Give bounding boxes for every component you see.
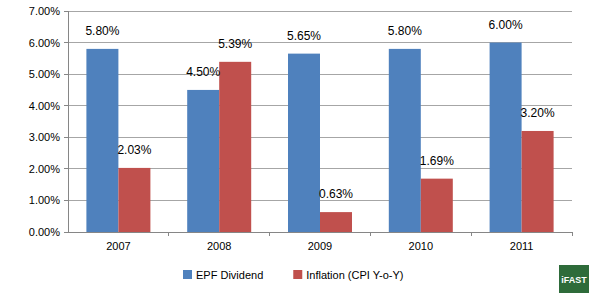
chart: 0.00% 1.00% 2.00% 3.00% 4.00% 5.00% 6.00% 7.00%… [0, 0, 597, 300]
x-tick-mark [269, 232, 270, 236]
x-tick-label: 2010 [409, 240, 433, 252]
y-axis [68, 11, 69, 232]
grid-line [68, 232, 572, 233]
y-tick-label: 5.00% [29, 68, 60, 80]
y-tick-label: 4.00% [29, 100, 60, 112]
data-labels: 5.80% 2.03% 4.50% 5.39% 5.65% 0.63% 5.80% 1.69%… [85, 18, 555, 202]
x-tick-label: 2008 [207, 240, 231, 252]
bar [490, 43, 522, 232]
y-tick-label: 2.00% [29, 163, 60, 175]
tick-mark [64, 11, 68, 12]
x-axis [68, 232, 572, 233]
bar [187, 90, 219, 232]
bar [389, 49, 421, 232]
tick-mark [64, 105, 68, 106]
data-label: 5.39% [218, 37, 252, 51]
data-label: 5.80% [85, 24, 119, 38]
x-tick-mark [370, 232, 371, 236]
data-label: 2.03% [117, 143, 151, 157]
data-label: 4.50% [186, 65, 220, 79]
data-label: 0.63% [319, 187, 353, 201]
x-tick-label: 2009 [308, 240, 332, 252]
bar [86, 49, 118, 232]
x-tick-mark [572, 232, 573, 236]
data-label: 1.69% [420, 154, 454, 168]
x-tick-label: 2007 [106, 240, 130, 252]
tick-mark [64, 137, 68, 138]
data-label: 5.65% [287, 29, 321, 43]
bar [219, 62, 251, 232]
legend-label: EPF Dividend [196, 269, 263, 281]
legend-swatch [293, 270, 302, 279]
logo: iFAST [559, 265, 589, 293]
grid-line [68, 11, 572, 12]
tick-mark [64, 232, 68, 233]
legend-swatch [183, 270, 192, 279]
legend: EPF Dividend Inflation (CPI Y-o-Y) [183, 269, 403, 281]
x-tick-label: 2011 [510, 240, 534, 252]
bar [522, 131, 554, 232]
bar [421, 179, 453, 232]
tick-mark [64, 168, 68, 169]
tick-mark [64, 42, 68, 43]
data-label: 3.20% [521, 106, 555, 120]
logo-text: iFAST [561, 275, 587, 285]
x-tick-mark [168, 232, 169, 236]
logo-box [559, 265, 589, 293]
bars [86, 43, 553, 232]
legend-label: Inflation (CPI Y-o-Y) [306, 269, 403, 281]
bar [320, 212, 352, 232]
tick-mark [64, 74, 68, 75]
bar [118, 168, 150, 232]
x-tick-mark [471, 232, 472, 236]
y-tick-label: 1.00% [29, 194, 60, 206]
y-tick-label: 0.00% [29, 226, 60, 238]
tick-mark [64, 200, 68, 201]
y-tick-label: 6.00% [29, 37, 60, 49]
data-label: 5.80% [388, 24, 422, 38]
y-tick-label: 7.00% [29, 5, 60, 17]
bar [288, 54, 320, 232]
y-tick-label: 3.00% [29, 131, 60, 143]
data-label: 6.00% [489, 18, 523, 32]
